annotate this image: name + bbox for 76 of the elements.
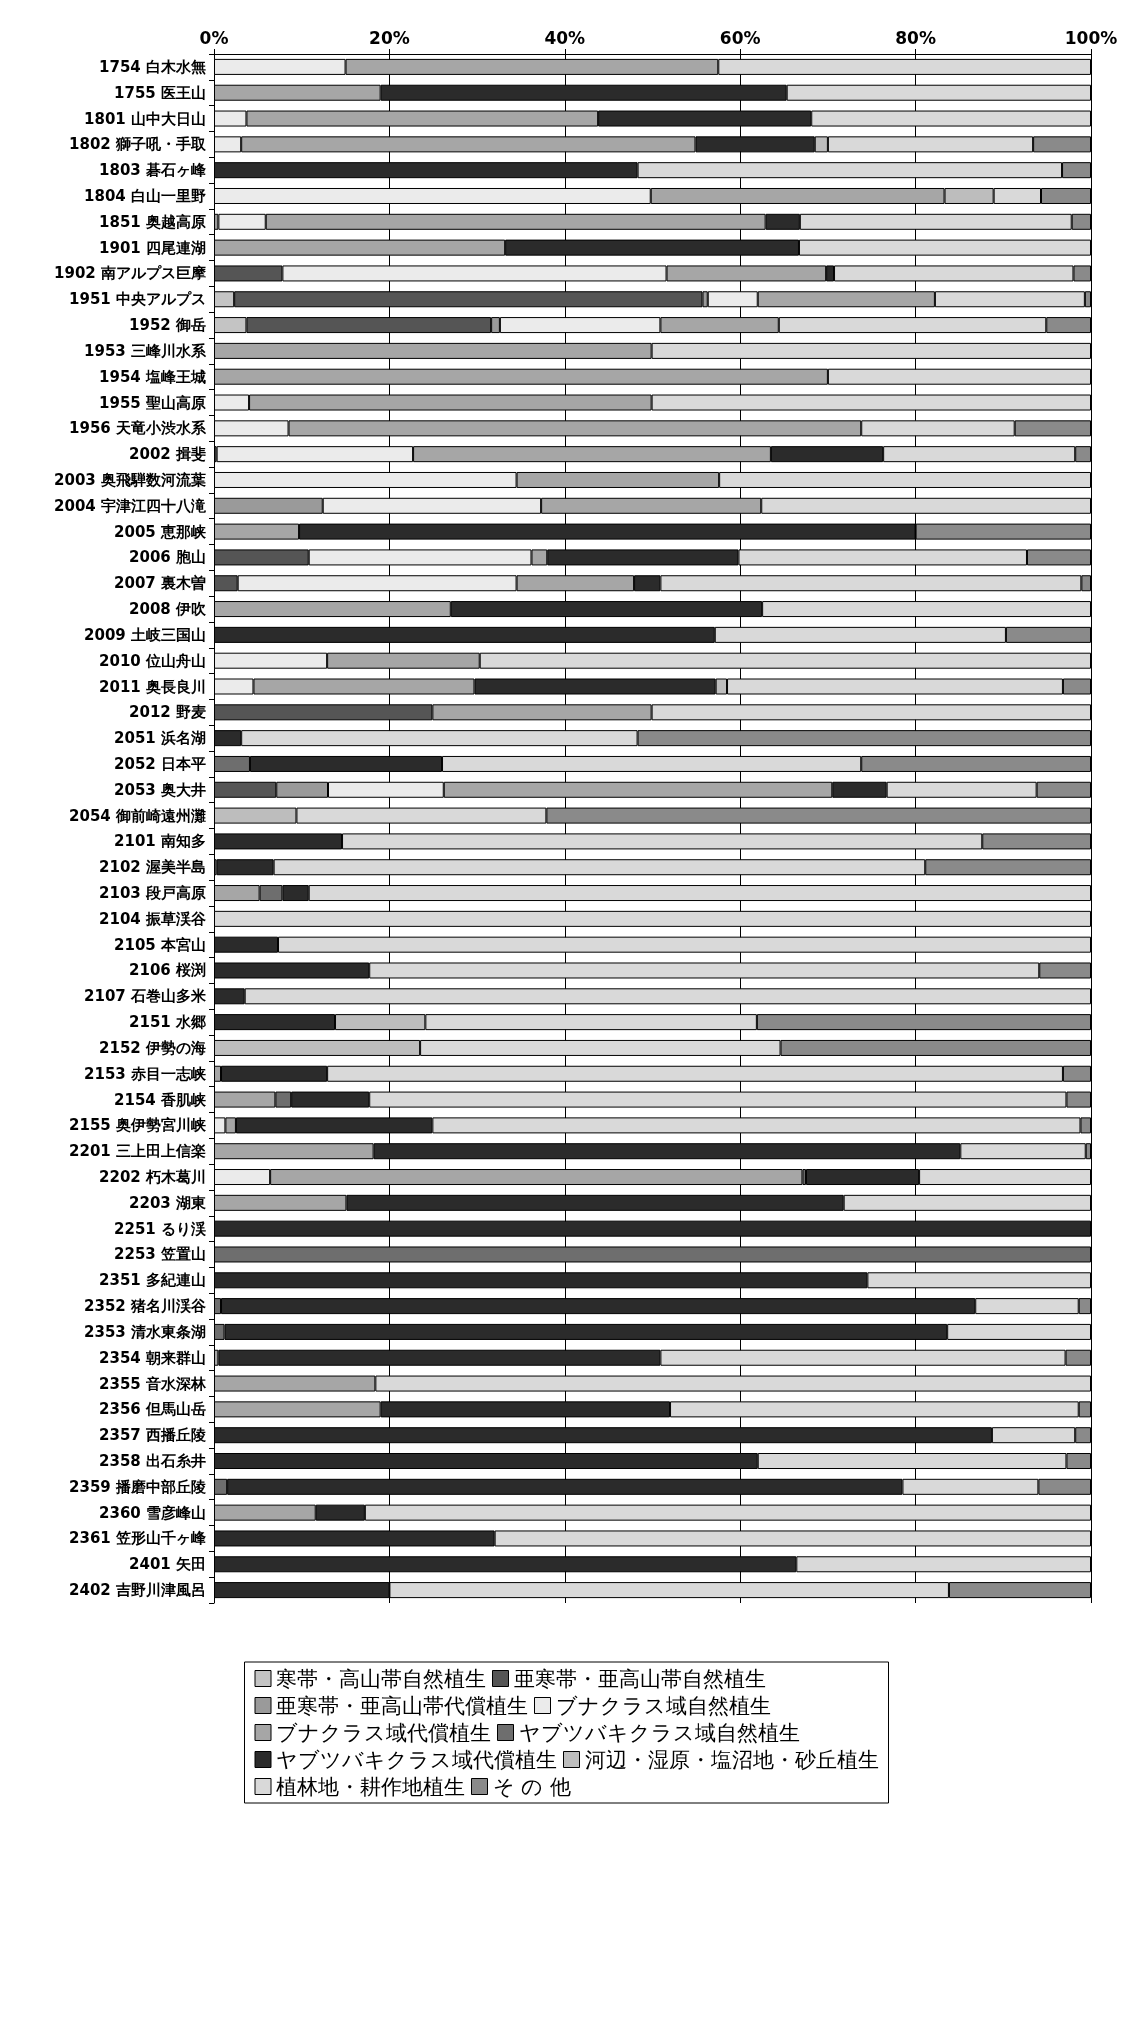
legend-label: 植林地・耕作地植生: [276, 1774, 465, 1799]
y-tick-label: 2356 但馬山岳: [99, 1400, 206, 1419]
y-tick-label: 2154 香肌峡: [114, 1090, 207, 1109]
y-tick-label: 2358 出石糸井: [99, 1452, 206, 1471]
y-tick-label: 2203 湖東: [129, 1193, 207, 1212]
y-tick-label: 1952 御岳: [129, 316, 206, 335]
y-tick-label: 2352 猪名川渓谷: [84, 1297, 207, 1316]
y-tick-label: 2153 赤目一志峡: [84, 1064, 207, 1083]
y-tick-label: 1902 南アルプス巨摩: [54, 264, 207, 283]
y-tick-label: 2401 矢田: [129, 1555, 206, 1574]
y-tick-label: 2152 伊勢の海: [99, 1038, 206, 1057]
legend-label: そ の 他: [492, 1774, 571, 1799]
y-tick-label: 2010 位山舟山: [99, 651, 206, 670]
y-tick-label: 1802 獅子吼・手取: [69, 135, 207, 154]
y-tick-label: 2359 播磨中部丘陵: [69, 1477, 206, 1496]
y-tick-label: 1804 白山一里野: [84, 186, 206, 205]
x-tick-label: 40%: [544, 27, 586, 48]
y-tick-label: 1755 医王山: [114, 83, 206, 102]
y-tick-label: 2106 桜渕: [129, 961, 206, 980]
x-tick-label: 60%: [719, 27, 761, 48]
legend-label: ヤブツバキクラス域代償植生: [276, 1747, 557, 1772]
y-tick-label: 2360 雪彦峰山: [99, 1503, 206, 1522]
y-tick-label: 2008 伊吹: [129, 600, 207, 619]
y-tick-label: 2354 朝来群山: [99, 1348, 206, 1367]
y-tick-label: 2151 水郷: [129, 1013, 206, 1032]
y-tick-label: 2011 奥長良川: [99, 677, 206, 696]
legend-label: 寒帯・高山帯自然植生: [276, 1666, 486, 1691]
x-tick-label: 0%: [199, 27, 229, 48]
legend-label: ブナクラス域代償植生: [276, 1720, 491, 1745]
y-tick-label: 2007 裏木曽: [114, 574, 206, 593]
y-tick-label: 2102 渥美半島: [99, 858, 206, 877]
y-tick-label: 1754 白木水無: [99, 57, 206, 76]
y-tick-label: 2357 西播丘陵: [99, 1426, 206, 1445]
y-tick-label: 1801 山中大日山: [84, 109, 206, 128]
y-tick-label: 2004 宇津江四十八滝: [54, 496, 207, 515]
y-tick-label: 2201 三上田上信楽: [69, 1142, 206, 1161]
y-tick-label: 1951 中央アルプス: [69, 290, 206, 309]
y-tick-label: 2353 清水東条湖: [84, 1322, 206, 1341]
y-tick-label: 1901 四尾連湖: [99, 238, 206, 257]
y-tick-label: 2104 振草渓谷: [99, 909, 207, 928]
legend-label: 亜寒帯・亜高山帯自然植生: [513, 1666, 766, 1691]
y-tick-label: 2005 恵那峡: [114, 522, 207, 541]
y-tick-label: 2006 胞山: [129, 548, 206, 567]
y-tick-label: 2155 奥伊勢宮川峡: [69, 1116, 207, 1135]
y-tick-label: 2202 朽木葛川: [99, 1168, 206, 1187]
y-tick-label: 1954 塩峰王城: [99, 367, 206, 386]
y-tick-label: 2101 南知多: [114, 832, 206, 851]
y-tick-label: 2105 本宮山: [114, 935, 206, 954]
y-tick-label: 2012 野麦: [129, 703, 206, 722]
y-tick-label: 1803 碁石ヶ峰: [99, 161, 207, 180]
legend-label: ブナクラス域自然植生: [555, 1693, 771, 1718]
y-tick-label: 2051 浜名湖: [114, 729, 206, 748]
legend-label: 亜寒帯・亜高山帯代償植生: [276, 1693, 528, 1718]
y-tick-label: 2054 御前崎遠州灘: [69, 806, 206, 825]
y-tick-label: 1956 天竜小渋水系: [69, 419, 207, 438]
y-tick-label: 2002 揖斐: [129, 445, 206, 464]
y-tick-label: 2103 段戸高原: [99, 884, 206, 903]
x-tick-label: 100%: [1064, 27, 1118, 48]
x-tick-label: 20%: [369, 27, 410, 48]
y-tick-label: 2053 奥大井: [114, 780, 206, 799]
legend-label: ヤブツバキクラス域自然植生: [518, 1720, 800, 1745]
y-tick-label: 1851 奥越高原: [99, 212, 206, 231]
y-tick-label: 2009 土岐三国山: [84, 625, 206, 644]
y-tick-label: 2402 吉野川津風呂: [69, 1581, 206, 1600]
y-tick-label: 2361 笠形山千ヶ峰: [69, 1529, 207, 1548]
y-tick-label: 2052 日本平: [114, 754, 206, 773]
y-tick-label: 2355 音水深林: [99, 1374, 207, 1393]
y-tick-label: 2003 奥飛騨数河流葉: [54, 470, 206, 489]
y-tick-label: 2253 笠置山: [114, 1245, 206, 1264]
y-tick-label: 1953 三峰川水系: [84, 341, 207, 360]
y-tick-label: 2251 るり渓: [114, 1219, 207, 1238]
legend-label: 河辺・湿原・塩沼地・砂丘植生: [584, 1747, 879, 1772]
y-tick-label: 2351 多紀連山: [99, 1271, 206, 1290]
x-tick-label: 80%: [895, 27, 936, 48]
y-tick-label: 2107 石巻山多米: [84, 987, 207, 1006]
y-tick-label: 1955 聖山高原: [99, 393, 206, 412]
